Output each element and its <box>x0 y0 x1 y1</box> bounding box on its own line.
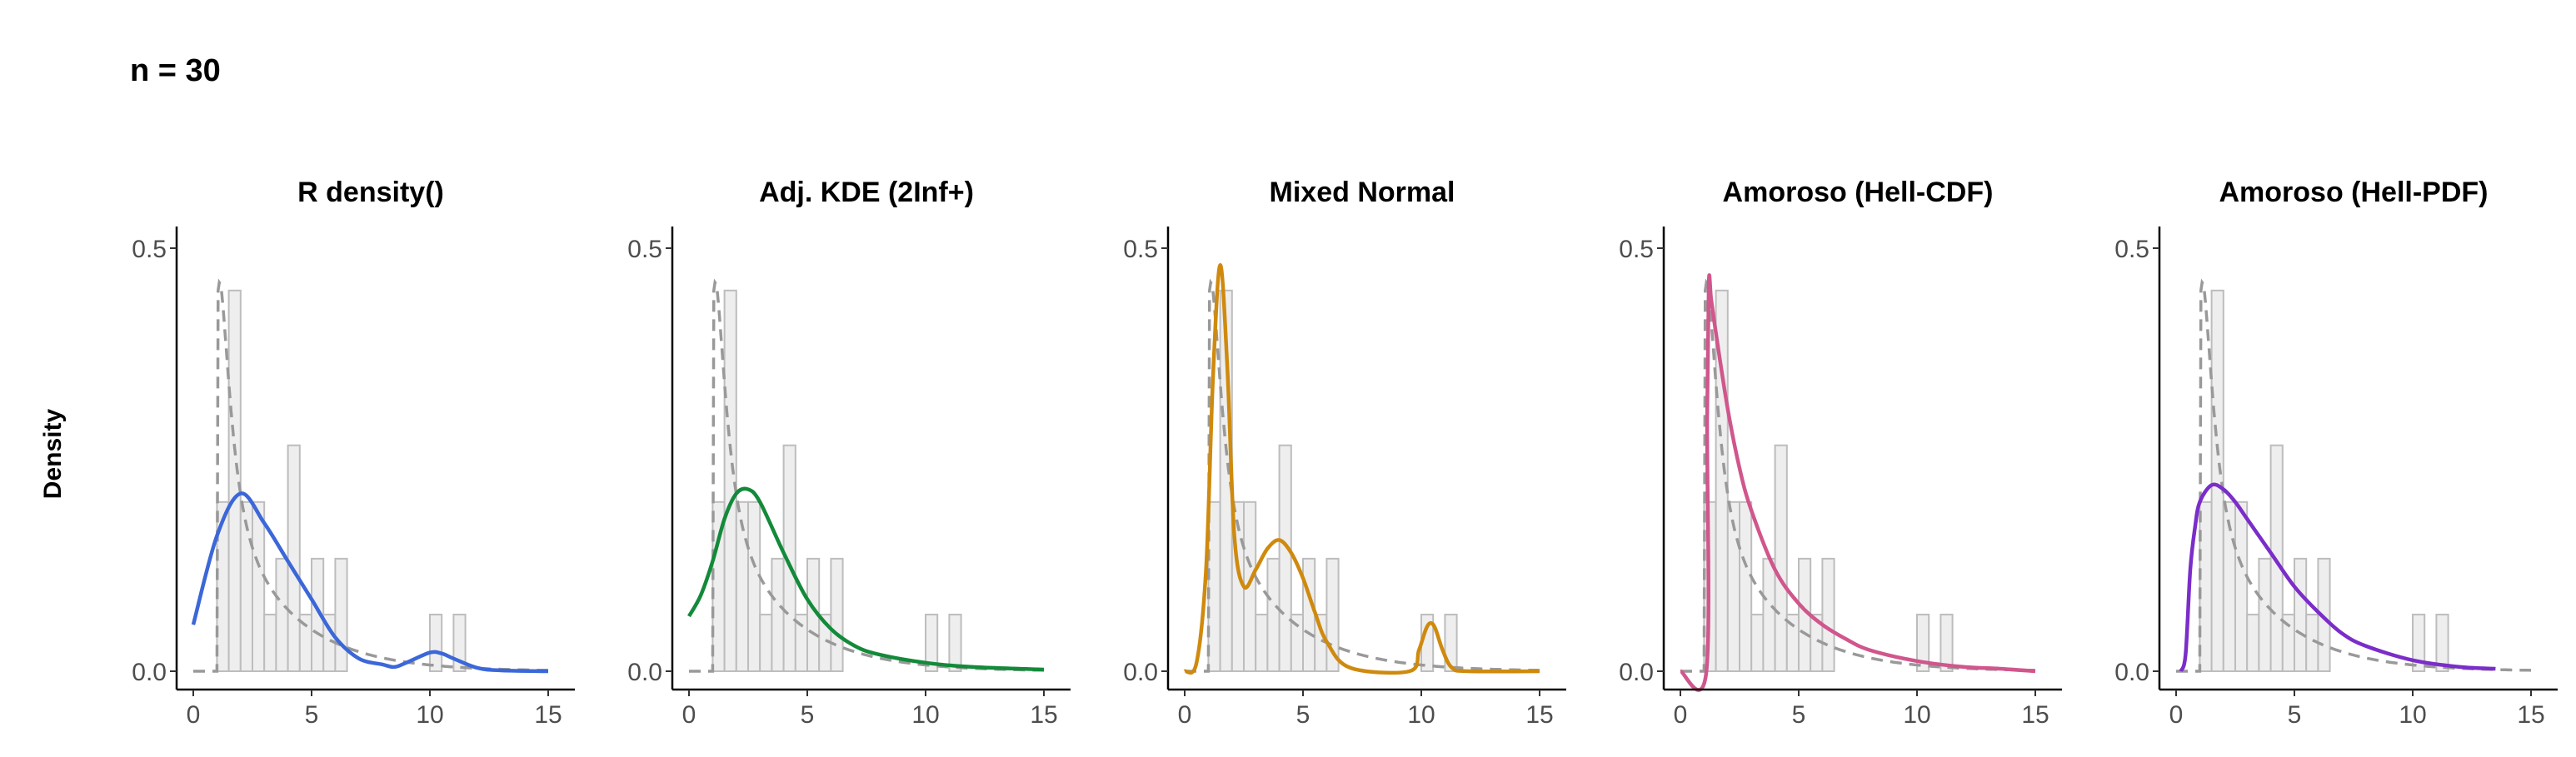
x-tick-label: 5 <box>1792 701 1806 729</box>
histogram-bar <box>925 613 939 672</box>
reference-density-curve <box>1185 278 1540 673</box>
x-tick-label: 5 <box>1296 701 1310 729</box>
y-tick-label: 0.5 <box>2114 236 2149 263</box>
histogram-bar <box>1302 557 1316 673</box>
y-tick-label: 0.0 <box>132 659 167 686</box>
histogram-bar <box>2199 501 2213 672</box>
y-tick-label: 0.5 <box>1619 236 1654 263</box>
x-tick-label: 5 <box>801 701 815 729</box>
histogram-bar <box>1255 613 1269 672</box>
histogram-bar <box>252 501 266 672</box>
histogram-bar <box>1916 613 1930 672</box>
histogram-bar <box>1207 501 1221 672</box>
x-tick-label: 0 <box>187 701 201 729</box>
y-tick-label: 0.0 <box>1619 659 1654 686</box>
panel-title: Amoroso (Hell-CDF) <box>1723 177 1994 208</box>
x-tick-label: 15 <box>2021 701 2049 729</box>
chart-panel: R density() 0.0 0.5 0 5 10 15 <box>132 177 575 729</box>
histogram-bar <box>2210 289 2224 672</box>
histogram-bar <box>2234 501 2249 672</box>
histogram-bar <box>1266 557 1281 673</box>
y-tick-label: 0.5 <box>627 236 662 263</box>
histogram-bar <box>1750 613 1765 672</box>
y-tick-label: 0.0 <box>2114 659 2149 686</box>
x-tick-label: 15 <box>1030 701 1057 729</box>
histogram-bar <box>275 557 289 673</box>
x-tick-label: 5 <box>305 701 319 729</box>
histogram-bar <box>452 613 467 672</box>
x-tick-label: 10 <box>416 701 443 729</box>
x-tick-label: 15 <box>534 701 562 729</box>
histogram-bar <box>723 289 737 672</box>
chart-panel: Adj. KDE (2Inf+) 0.0 0.5 0 5 10 15 <box>627 177 1071 729</box>
panel-title: Amoroso (Hell-PDF) <box>2219 177 2489 208</box>
histogram-bar <box>2258 557 2272 673</box>
x-tick-label: 10 <box>911 701 939 729</box>
histogram-bar <box>747 501 761 672</box>
chart-panel: Mixed Normal 0.0 0.5 0 5 10 15 <box>1123 177 1566 729</box>
histogram-bar <box>830 557 844 673</box>
y-tick-label: 0.0 <box>627 659 662 686</box>
chart-panel: Amoroso (Hell-PDF) 0.0 0.5 0 5 10 15 <box>2114 177 2558 729</box>
x-tick-label: 0 <box>1674 701 1688 729</box>
histogram-bar <box>948 613 962 672</box>
y-tick-label: 0.0 <box>1123 659 1158 686</box>
histogram-bar <box>227 289 242 672</box>
x-tick-label: 15 <box>1525 701 1553 729</box>
x-tick-label: 10 <box>1407 701 1435 729</box>
figure-title: n = 30 <box>130 53 221 88</box>
x-tick-label: 10 <box>2399 701 2426 729</box>
fitted-density-curve <box>191 491 549 674</box>
x-tick-label: 5 <box>2288 701 2302 729</box>
histogram-bar <box>759 613 773 672</box>
histogram-bar <box>263 613 277 672</box>
x-tick-label: 10 <box>1903 701 1930 729</box>
histogram-bar <box>1821 557 1835 673</box>
fitted-density-curve <box>687 486 1045 672</box>
fitted-density-curve <box>1679 273 2036 692</box>
histogram-bar <box>1444 613 1458 672</box>
histogram-bar <box>2294 557 2308 673</box>
panel-title: R density() <box>297 177 444 208</box>
histogram-bar <box>1774 444 1788 673</box>
histogram-bar <box>429 613 443 672</box>
x-tick-label: 0 <box>1178 701 1192 729</box>
x-tick-label: 15 <box>2517 701 2544 729</box>
panel-title: Mixed Normal <box>1270 177 1455 208</box>
fitted-density-curve <box>2179 482 2496 672</box>
histogram-bar <box>287 444 301 673</box>
histogram-bar <box>334 557 348 673</box>
y-tick-label: 0.5 <box>132 236 167 263</box>
histogram-bar <box>2246 613 2260 672</box>
fitted-density-curve <box>1183 263 1540 675</box>
histogram-bar <box>1939 613 1954 672</box>
x-tick-label: 0 <box>2169 701 2184 729</box>
histogram-bar <box>1278 444 1292 673</box>
panel-title: Adj. KDE (2Inf+) <box>759 177 974 208</box>
histogram-bar <box>2435 613 2449 672</box>
histogram-bar <box>1762 557 1776 673</box>
chart-panel: Amoroso (Hell-CDF) 0.0 0.5 0 5 10 15 <box>1619 177 2062 729</box>
histogram-bar <box>2412 613 2426 672</box>
histogram-bar <box>1739 501 1753 672</box>
histogram-bar <box>782 444 796 673</box>
x-tick-label: 0 <box>682 701 696 729</box>
histogram-bar <box>771 557 785 673</box>
y-tick-label: 0.5 <box>1123 236 1158 263</box>
